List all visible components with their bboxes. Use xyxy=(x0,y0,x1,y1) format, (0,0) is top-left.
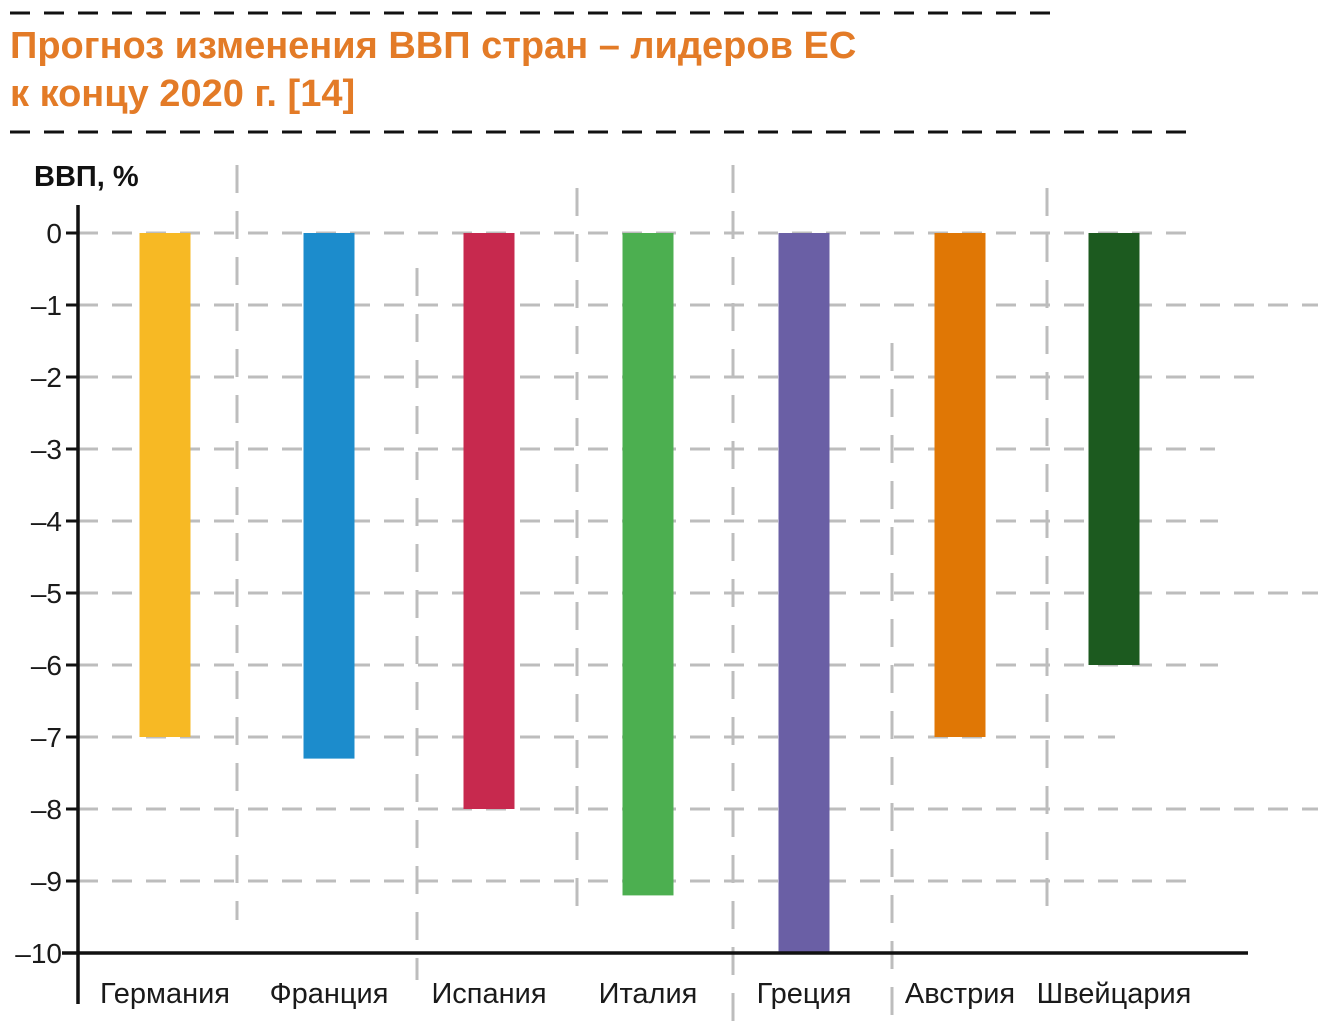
y-tick-label: –3 xyxy=(31,434,62,465)
y-tick-label: –2 xyxy=(31,362,62,393)
bar-6 xyxy=(934,233,986,737)
chart-title-line-2: к концу 2020 г. [14] xyxy=(10,73,356,115)
x-category-label: Германия xyxy=(100,978,230,1010)
y-tick-label: –10 xyxy=(15,938,62,969)
y-tick-label: –6 xyxy=(31,650,62,681)
bar-4 xyxy=(622,233,674,896)
bar-7 xyxy=(1088,233,1140,665)
x-category-labels: Германия Франция Испания Италия Греция Австри… xyxy=(100,978,1191,1010)
y-axis-title: ВВП, % xyxy=(34,161,139,193)
vertical-gridlines xyxy=(235,165,1049,1029)
y-tick-label: –9 xyxy=(31,866,62,897)
y-tick-label: –5 xyxy=(31,578,62,609)
y-tick-label: –7 xyxy=(31,722,62,753)
y-tick-label: –1 xyxy=(31,290,62,321)
y-tick-label: –4 xyxy=(31,506,62,537)
x-category-label: Италия xyxy=(599,978,698,1010)
y-tick-label: 0 xyxy=(46,218,62,249)
bar-1 xyxy=(139,233,191,737)
y-tick-labels: 0 –1 –2 –3 –4 –5 –6 –7 –8 –9 –10 xyxy=(15,218,62,969)
y-tick-label: –8 xyxy=(31,794,62,825)
bar-5 xyxy=(778,233,830,953)
bar-2 xyxy=(303,233,355,759)
bar-3 xyxy=(463,233,515,809)
x-category-label: Франция xyxy=(270,978,389,1010)
x-category-label: Греция xyxy=(757,978,852,1010)
x-category-label: Испания xyxy=(431,978,546,1010)
chart-title-line-1: Прогноз изменения ВВП стран – лидеров ЕС xyxy=(10,25,857,67)
x-category-label: Австрия xyxy=(905,978,1015,1010)
chart-title: Прогноз изменения ВВП стран – лидеров ЕС… xyxy=(10,22,856,118)
x-category-label: Швейцария xyxy=(1037,978,1192,1010)
title-rules xyxy=(10,11,1190,134)
axes xyxy=(62,205,1248,1004)
bars xyxy=(139,233,1140,953)
